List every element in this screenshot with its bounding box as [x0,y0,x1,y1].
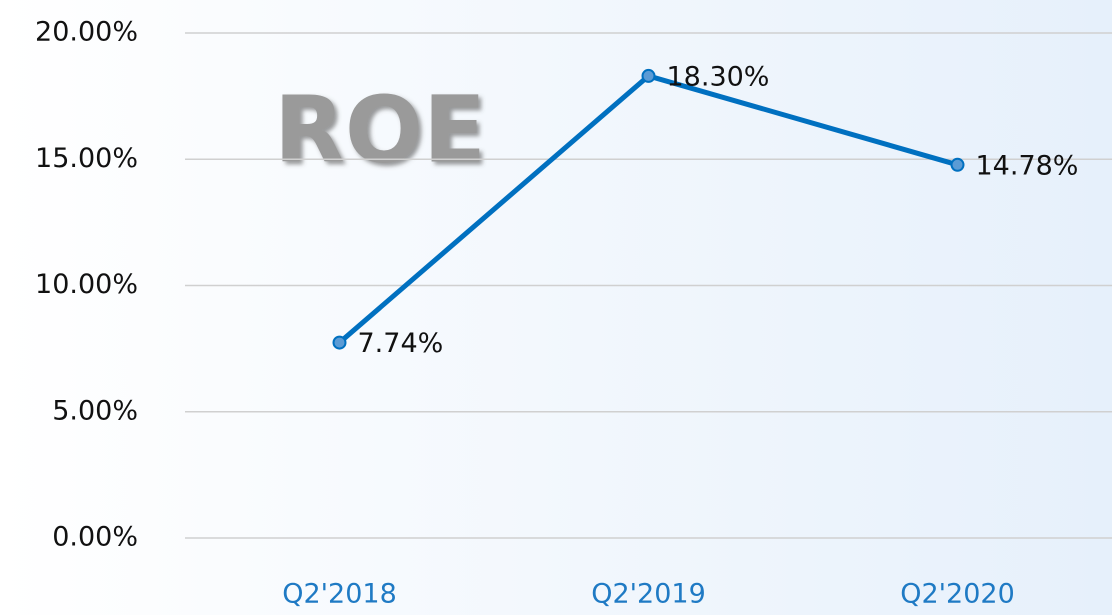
y-tick-label: 0.00% [52,522,138,553]
x-tick-label: Q2'2019 [591,579,706,610]
data-label: 18.30% [667,61,770,92]
chart-title: ROE [274,76,486,183]
x-tick-label: Q2'2018 [282,579,397,610]
y-tick-label: 10.00% [35,269,138,300]
y-tick-label: 20.00% [35,17,138,48]
data-label: 7.74% [358,328,444,359]
x-tick-label: Q2'2020 [900,579,1015,610]
data-label: 14.78% [976,150,1079,181]
marker [641,68,656,83]
y-tick-label: 5.00% [52,395,138,426]
y-tick-label: 15.00% [35,143,138,174]
marker [950,157,965,172]
marker [332,335,347,350]
